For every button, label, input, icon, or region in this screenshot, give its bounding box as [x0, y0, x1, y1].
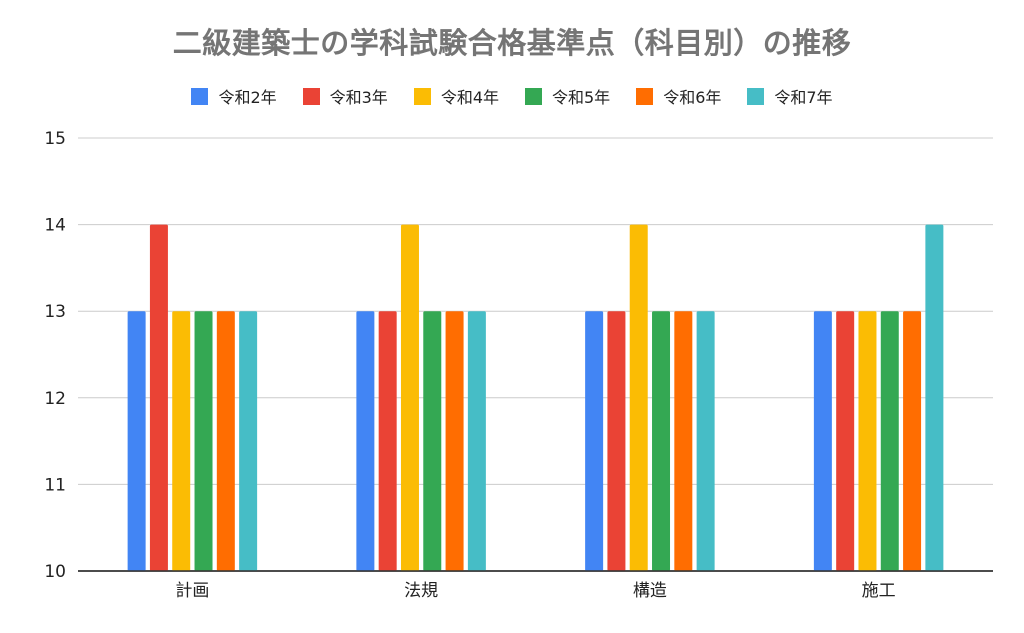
bar	[423, 311, 442, 571]
x-tick-label: 法規	[404, 581, 438, 601]
chart-title: 二級建築士の学科試験合格基準点（科目別）の推移	[172, 26, 852, 60]
legend-item: 令和2年	[191, 84, 277, 108]
bar	[467, 311, 486, 571]
bar	[400, 224, 419, 571]
bar	[696, 311, 715, 571]
bar	[216, 311, 235, 571]
bar	[585, 311, 604, 571]
bar	[836, 311, 855, 571]
legend-swatch	[191, 87, 209, 105]
legend-item: 令和4年	[413, 84, 499, 108]
legend-swatch	[747, 87, 765, 105]
chart-legend: 令和2年 令和3年 令和4年 令和5年 令和6年 令和7年	[0, 84, 1024, 108]
y-tick-label: 12	[44, 389, 66, 409]
y-tick-label: 15	[44, 129, 66, 149]
legend-swatch	[302, 87, 320, 105]
bar	[629, 224, 648, 571]
bar	[903, 311, 922, 571]
bar	[607, 311, 626, 571]
bar	[149, 224, 168, 571]
y-tick-label: 10	[44, 562, 66, 582]
bar	[880, 311, 899, 571]
bar	[652, 311, 671, 571]
legend-item: 令和5年	[525, 84, 610, 108]
legend-item: 令和3年	[302, 84, 388, 108]
y-tick-label: 11	[44, 475, 66, 495]
legend-label: 令和5年	[552, 88, 611, 107]
bar	[925, 224, 944, 571]
x-tick-label: 施工	[862, 581, 896, 601]
bar	[127, 311, 146, 571]
bar	[674, 311, 693, 571]
bar	[858, 311, 877, 571]
x-tick-label: 構造	[633, 581, 667, 601]
legend-label: 令和2年	[218, 88, 277, 107]
bar	[356, 311, 375, 571]
bar	[378, 311, 397, 571]
legend-label: 令和3年	[329, 88, 388, 107]
bar	[194, 311, 213, 571]
legend-item: 令和7年	[747, 84, 833, 108]
legend-swatch	[413, 87, 431, 105]
x-tick-label: 計画	[175, 581, 209, 601]
legend-item: 令和6年	[636, 84, 721, 108]
bar	[172, 311, 191, 571]
legend-label: 令和4年	[440, 88, 499, 107]
legend-label: 令和6年	[663, 88, 722, 107]
y-tick-label: 13	[44, 302, 66, 322]
y-tick-label: 14	[44, 216, 66, 236]
legend-swatch	[525, 87, 542, 105]
bar	[813, 311, 832, 571]
bar	[239, 311, 258, 571]
legend-label: 令和7年	[774, 88, 833, 107]
legend-swatch	[636, 87, 654, 105]
bar	[445, 311, 464, 571]
